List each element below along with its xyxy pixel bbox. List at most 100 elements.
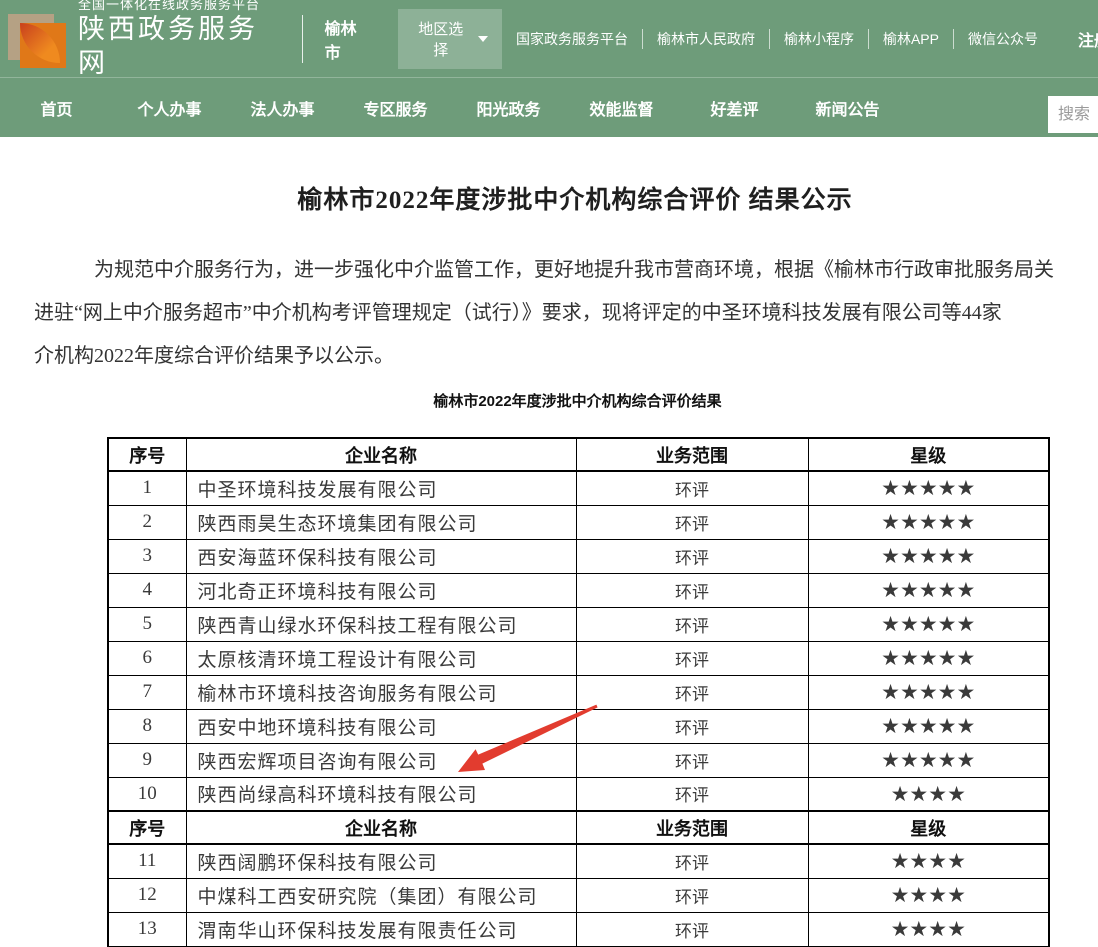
business-scope: 环评 (575, 742, 809, 778)
rating-table-body: 序号 企业名称 业务范围 星级 1 中圣环境科技发展有限公司 环评 ★★★★★ 2 陕西雨昊生态环… (107, 437, 1050, 947)
page-content: 榆林市2022年度涉批中介机构综合评价 结果公示 为规范中介服务行为，进一步强化… (0, 180, 1098, 947)
business-scope: 环评 (575, 538, 809, 574)
column-header: 企业名称 (185, 437, 577, 472)
quick-link[interactable]: 榆林小程序 (770, 28, 869, 49)
quick-link[interactable]: 微信公众号 (967, 30, 1038, 47)
register-link[interactable]: 注册 (1077, 32, 1098, 50)
column-header: 星级 (807, 810, 1050, 845)
table-row: 13 渭南华山环保科技发展有限责任公司 环评 ★★★★ (107, 911, 1050, 947)
business-scope: 环评 (575, 911, 809, 947)
nav-item[interactable]: 法人办事 (250, 101, 315, 119)
nav-item[interactable]: 阳光政务 (476, 101, 541, 119)
quick-link[interactable]: 国家政务服务平台 (502, 28, 643, 49)
company-name: 陕西尚绿高科环境科技有限公司 (185, 776, 577, 812)
row-number: 3 (107, 538, 187, 574)
star-rating: ★★★★★ (807, 504, 1050, 540)
row-number: 8 (107, 708, 187, 744)
table-row: 9 陕西宏辉项目咨询有限公司 环评 ★★★★★ (107, 742, 1050, 778)
star-rating: ★★★★★ (807, 572, 1050, 608)
business-scope: 环评 (575, 504, 809, 540)
site-brand: 全国一体化在线政务服务平台 陕西政务服务网 (78, 0, 284, 80)
quick-link[interactable]: 榆林APP (869, 28, 954, 49)
business-scope: 环评 (575, 674, 809, 710)
current-city-label: 榆林市 (324, 20, 357, 62)
row-number: 1 (107, 470, 187, 506)
company-name: 西安海蓝环保科技有限公司 (185, 538, 577, 574)
header-quick-links: 国家政务服务平台 榆林市人民政府 榆林小程序 榆林APP 微信公众号 (502, 28, 1052, 49)
table-header-row: 序号 企业名称 业务范围 星级 (107, 810, 1050, 845)
table-row: 11 陕西阔鹏环保科技有限公司 环评 ★★★★ (107, 843, 1050, 879)
paragraph-line: 介机构2022年度综合评价结果予以公示。 (34, 345, 394, 367)
business-scope: 环评 (575, 572, 809, 608)
company-name: 中圣环境科技发展有限公司 (185, 470, 577, 506)
company-name: 榆林市环境科技咨询服务有限公司 (185, 674, 577, 710)
column-header: 序号 (107, 810, 187, 845)
nav-item[interactable]: 个人办事 (137, 101, 202, 119)
column-header: 业务范围 (575, 810, 809, 845)
table-row: 12 中煤科工西安研究院（集团）有限公司 环评 ★★★★ (107, 877, 1050, 913)
nav-item[interactable]: 首页 (40, 101, 73, 119)
company-name: 陕西青山绿水环保科技工程有限公司 (185, 606, 577, 642)
main-navbar: 首页 个人办事 法人办事 专区服务 阳光政务 效能监督 好差评 新闻公告 (0, 77, 1098, 137)
nav-item[interactable]: 效能监督 (589, 101, 654, 119)
brand-divider (301, 14, 303, 63)
column-header: 企业名称 (185, 810, 577, 845)
business-scope: 环评 (575, 606, 809, 642)
star-rating: ★★★★★ (807, 640, 1050, 676)
announcement-paragraph: 为规范中介服务行为，进一步强化中介监管工作，更好地提升我市营商环境，根据《榆林市… (34, 249, 1098, 378)
business-scope: 环评 (575, 470, 809, 506)
region-selector-label: 地区选择 (418, 20, 464, 59)
row-number: 4 (107, 572, 187, 608)
nav-item[interactable]: 专区服务 (363, 101, 428, 119)
row-number: 11 (107, 843, 187, 879)
table-row: 5 陕西青山绿水环保科技工程有限公司 环评 ★★★★★ (107, 606, 1050, 642)
star-rating: ★★★★ (807, 911, 1050, 947)
chevron-down-icon (477, 35, 488, 42)
nav-menu: 首页 个人办事 法人办事 专区服务 阳光政务 效能监督 好差评 新闻公告 (0, 78, 1098, 137)
company-name: 中煤科工西安研究院（集团）有限公司 (185, 877, 577, 913)
row-number: 9 (107, 742, 187, 778)
row-number: 12 (107, 877, 187, 913)
column-header: 星级 (807, 437, 1050, 472)
business-scope: 环评 (575, 776, 809, 812)
site-logo-icon (8, 10, 66, 68)
company-name: 陕西雨昊生态环境集团有限公司 (185, 504, 577, 540)
table-header-row: 序号 企业名称 业务范围 星级 (107, 437, 1050, 472)
company-name: 渭南华山环保科技发展有限责任公司 (185, 911, 577, 947)
region-selector-button[interactable]: 地区选择 (397, 8, 502, 69)
star-rating: ★★★★★ (807, 742, 1050, 778)
table-row: 2 陕西雨昊生态环境集团有限公司 环评 ★★★★★ (107, 504, 1050, 540)
row-number: 7 (107, 674, 187, 710)
star-rating: ★★★★★ (807, 606, 1050, 642)
company-name: 太原核清环境工程设计有限公司 (185, 640, 577, 676)
quick-link[interactable]: 榆林市人民政府 (643, 28, 770, 49)
platform-label: 全国一体化在线政务服务平台 (78, 0, 261, 12)
star-rating: ★★★★★ (807, 470, 1050, 506)
page-title: 榆林市2022年度涉批中介机构综合评价 结果公示 (297, 187, 853, 214)
business-scope: 环评 (575, 640, 809, 676)
table-row: 10 陕西尚绿高科环境科技有限公司 环评 ★★★★ (107, 776, 1050, 812)
company-name: 陕西宏辉项目咨询有限公司 (185, 742, 577, 778)
table-caption: 榆林市2022年度涉批中介机构综合评价结果 (433, 393, 722, 410)
table-row: 3 西安海蓝环保科技有限公司 环评 ★★★★★ (107, 538, 1050, 574)
table-row: 6 太原核清环境工程设计有限公司 环评 ★★★★★ (107, 640, 1050, 676)
business-scope: 环评 (575, 877, 809, 913)
row-number: 2 (107, 504, 187, 540)
search-input[interactable] (1048, 96, 1098, 133)
site-name: 陕西政务服务网 (78, 13, 258, 78)
star-rating: ★★★★★ (807, 674, 1050, 710)
star-rating: ★★★★ (807, 877, 1050, 913)
table-row: 7 榆林市环境科技咨询服务有限公司 环评 ★★★★★ (107, 674, 1050, 710)
company-name: 陕西阔鹏环保科技有限公司 (185, 843, 577, 879)
company-name: 河北奇正环境科技有限公司 (185, 572, 577, 608)
nav-item[interactable]: 新闻公告 (815, 101, 880, 119)
star-rating: ★★★★★ (807, 708, 1050, 744)
star-rating: ★★★★ (807, 776, 1050, 812)
rating-table: 序号 企业名称 业务范围 星级 1 中圣环境科技发展有限公司 环评 ★★★★★ 2 陕西雨昊生态环… (107, 437, 1050, 947)
row-number: 10 (107, 776, 187, 812)
row-number: 13 (107, 911, 187, 947)
nav-item[interactable]: 好差评 (710, 101, 759, 119)
row-number: 5 (107, 606, 187, 642)
paragraph-line: 为规范中介服务行为，进一步强化中介监管工作，更好地提升我市营商环境，根据《榆林市… (94, 259, 1054, 281)
column-header: 序号 (107, 437, 187, 472)
